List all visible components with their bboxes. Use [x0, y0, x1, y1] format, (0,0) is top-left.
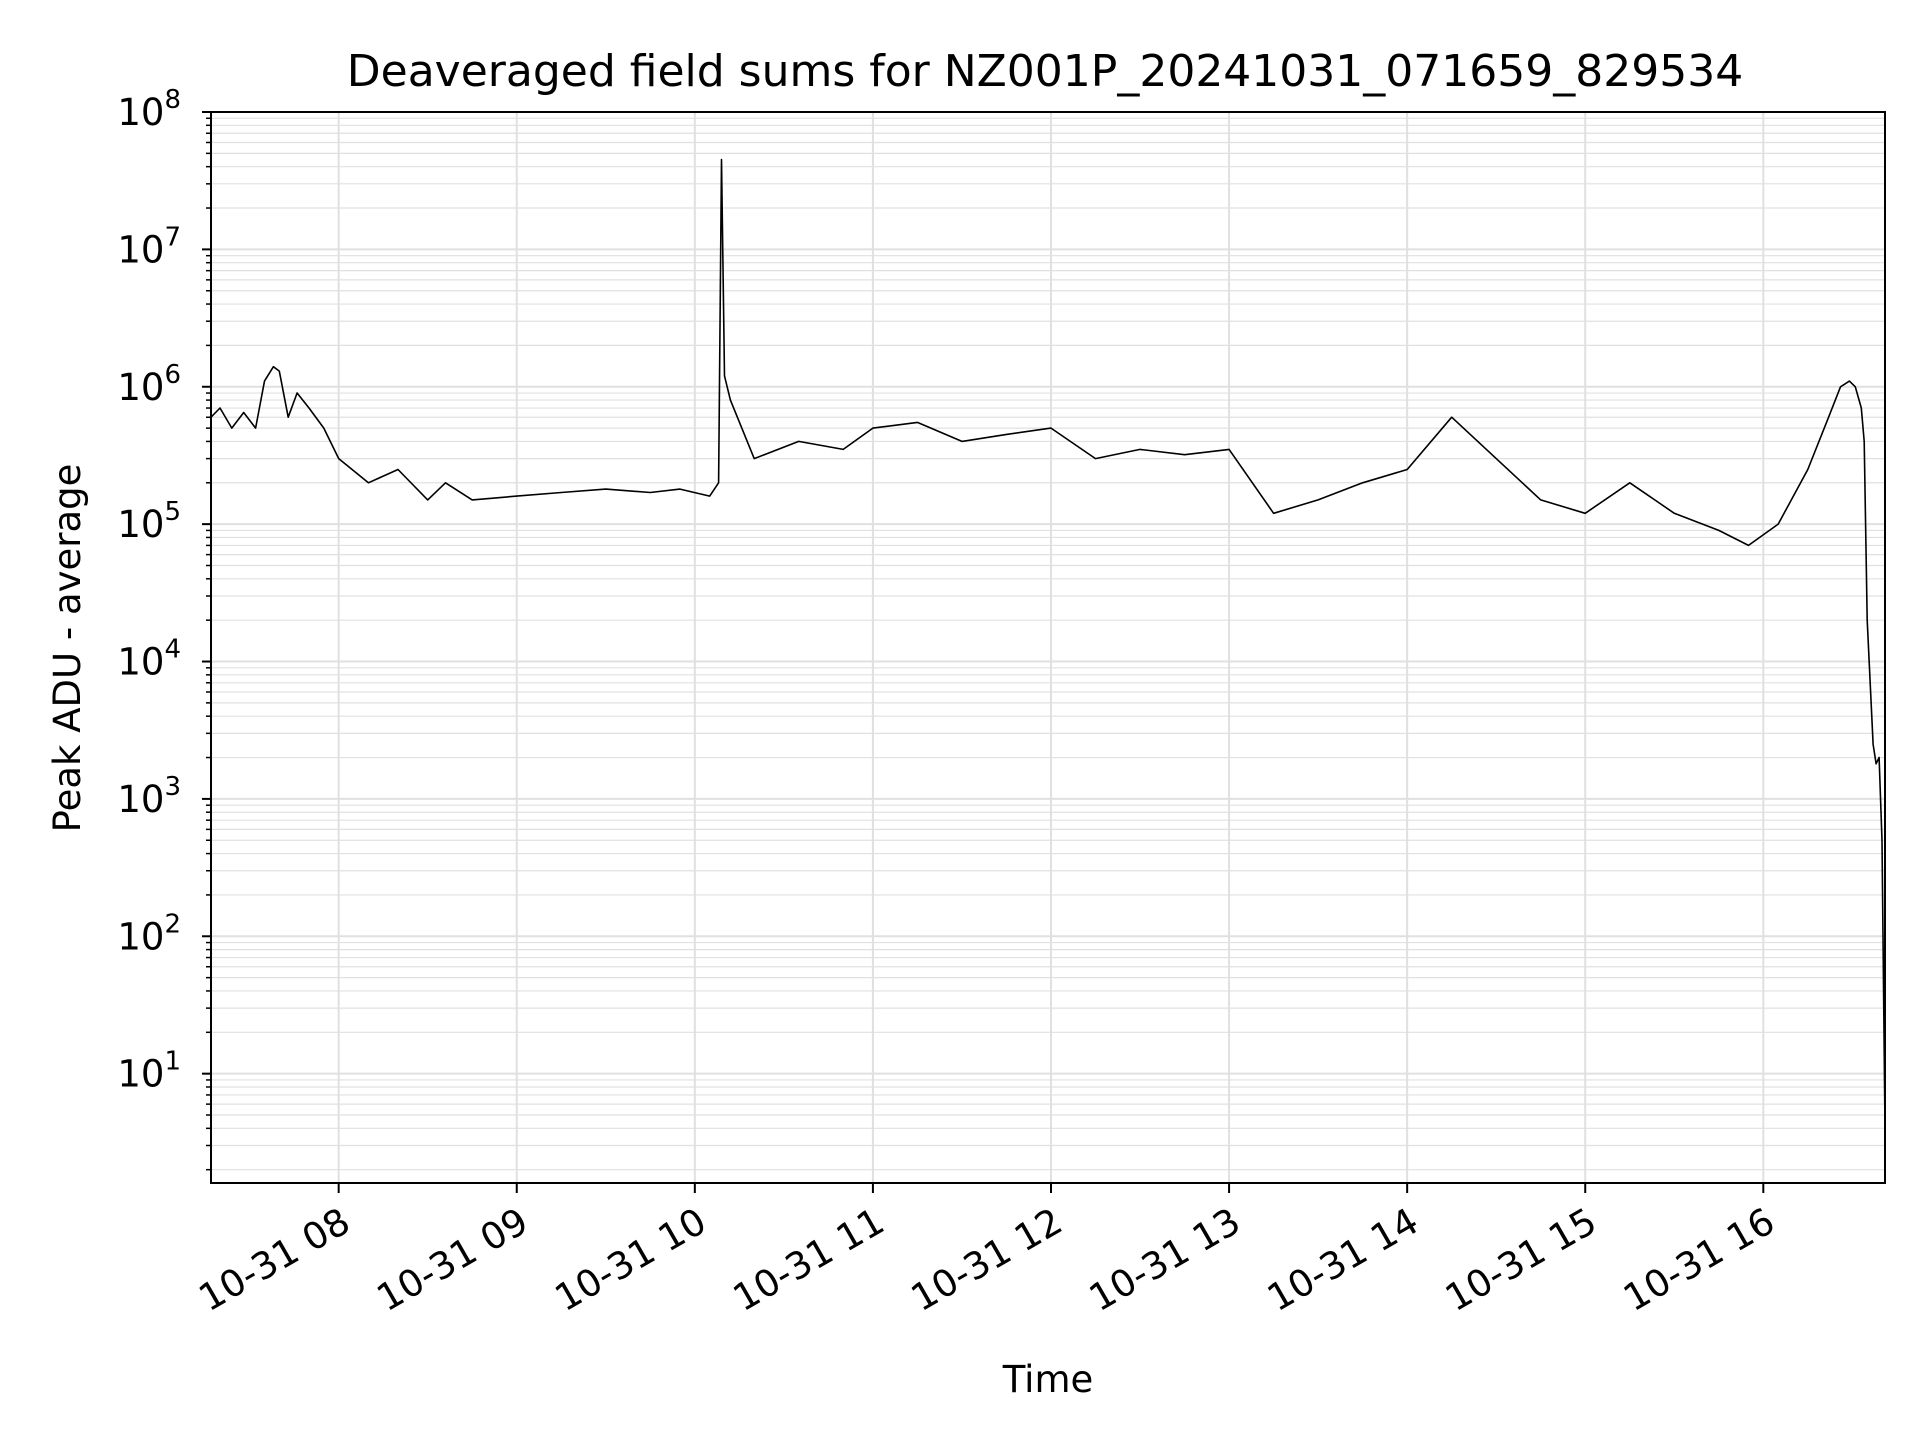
x-tick-label: 10-31 09 [370, 1200, 536, 1320]
y-tick-label: 102 [117, 909, 181, 958]
y-tick-label: 108 [117, 85, 181, 134]
x-tick-label: 10-31 08 [192, 1200, 358, 1320]
x-tick-label: 10-31 12 [904, 1200, 1070, 1320]
x-axis: 10-31 08 10-31 09 10-31 10 10-31 11 10-31 12… [192, 1183, 1782, 1320]
grid [211, 111, 1885, 1183]
y-tick-label: 107 [117, 222, 181, 271]
y-axis: 101 102 103 104 105 106 107 108 [117, 85, 211, 1171]
x-tick-label: 10-31 16 [1616, 1200, 1782, 1320]
x-tick-label: 10-31 10 [548, 1200, 714, 1320]
y-tick-label: 103 [117, 772, 181, 821]
y-tick-label: 101 [117, 1047, 181, 1096]
plot-frame [210, 111, 1886, 1184]
x-tick-label: 10-31 15 [1438, 1200, 1604, 1320]
y-tick-label: 104 [117, 635, 181, 684]
y-tick-label: 105 [117, 497, 181, 546]
x-axis-label: Time [1002, 1358, 1094, 1401]
series-line [210, 158, 1886, 1129]
y-tick-label: 106 [117, 360, 181, 409]
x-tick-label: 10-31 13 [1082, 1200, 1248, 1320]
x-tick-label: 10-31 11 [726, 1200, 892, 1320]
chart-title: Deaveraged field sums for NZ001P_2024103… [347, 46, 1743, 97]
y-axis-label: Peak ADU - average [46, 464, 89, 833]
x-tick-label: 10-31 14 [1260, 1200, 1426, 1320]
